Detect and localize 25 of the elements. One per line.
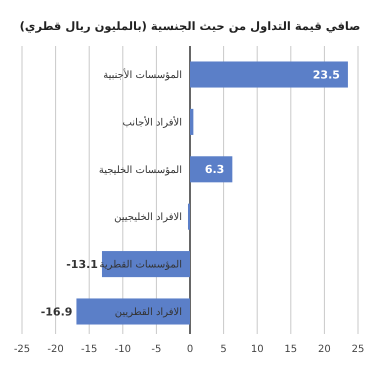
y-tick-label: المؤسسات الخليجية (98, 164, 182, 176)
y-tick-label: الأفراد الأجانب (122, 115, 182, 128)
x-tick-label: 10 (250, 344, 264, 355)
bar (190, 156, 232, 182)
data-label: -13.1 (66, 258, 98, 271)
bar (76, 298, 190, 325)
x-tick-label: 5 (220, 344, 227, 355)
x-tick-label: 25 (352, 344, 364, 355)
chart-title: صافي قيمة التداول من حيث الجنسية (بالمليون ريال قطري) (20, 19, 360, 33)
x-tick-label: 15 (284, 344, 298, 355)
x-tick-label: -20 (47, 344, 64, 355)
x-tick-label: -15 (81, 344, 98, 355)
y-tick-label: الافراد القطريين (114, 306, 182, 318)
x-tick-label: -25 (14, 344, 30, 355)
y-tick-label: الافراد الخليجيين (114, 212, 182, 224)
bar (190, 108, 194, 135)
x-tick-label: 20 (318, 344, 331, 355)
data-label: 23.5 (312, 68, 340, 82)
bar (190, 61, 348, 88)
x-tick-label: 0 (186, 344, 194, 355)
x-tick-label: -10 (114, 344, 131, 355)
y-tick-label: المؤسسات الأجنبية (103, 68, 182, 82)
data-label: 6.3 (204, 163, 224, 176)
x-tick-label: -5 (151, 344, 162, 355)
data-label: -16.9 (40, 305, 72, 318)
